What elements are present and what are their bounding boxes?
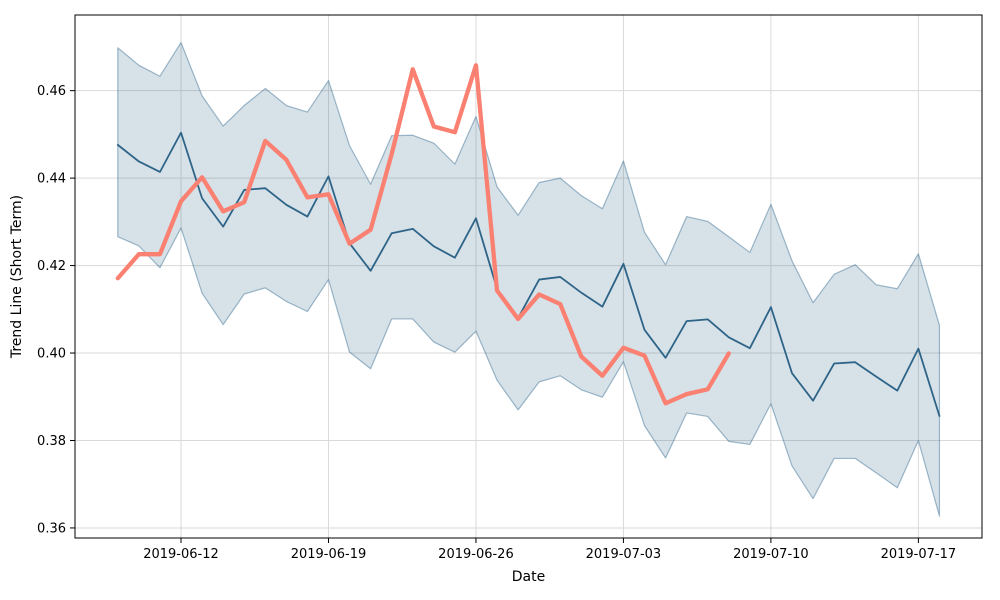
x-tick-label: 2019-06-12 — [143, 547, 219, 562]
y-tick-label: 0.36 — [37, 521, 66, 536]
smoothed-trend-line — [115, 63, 731, 406]
x-tick-label: 2019-06-19 — [291, 547, 367, 562]
x-tick-label: 2019-06-26 — [438, 547, 514, 562]
y-tick-label: 0.44 — [37, 172, 66, 187]
plot-border — [74, 14, 983, 539]
y-axis-label: Trend Line (Short Term) — [9, 195, 25, 359]
axes-layer: 2019-06-12 2019-06-19 2019-06-26 2019-07-03… — [37, 14, 983, 562]
y-tick-label: 0.42 — [37, 259, 66, 274]
y-tick-label: 0.38 — [37, 434, 66, 449]
y-tick-label: 0.46 — [37, 84, 66, 99]
series-layer — [115, 63, 941, 417]
x-tick-label: 2019-07-17 — [881, 547, 957, 562]
band-layer — [117, 41, 941, 517]
grid-layer — [75, 15, 982, 538]
x-axis-label: Date — [512, 569, 545, 585]
x-tick-label: 2019-07-03 — [586, 547, 662, 562]
actual-trend-line — [116, 131, 941, 417]
confidence-band — [117, 41, 941, 517]
y-tick-label: 0.40 — [37, 347, 66, 362]
x-tick-label: 2019-07-10 — [733, 547, 809, 562]
